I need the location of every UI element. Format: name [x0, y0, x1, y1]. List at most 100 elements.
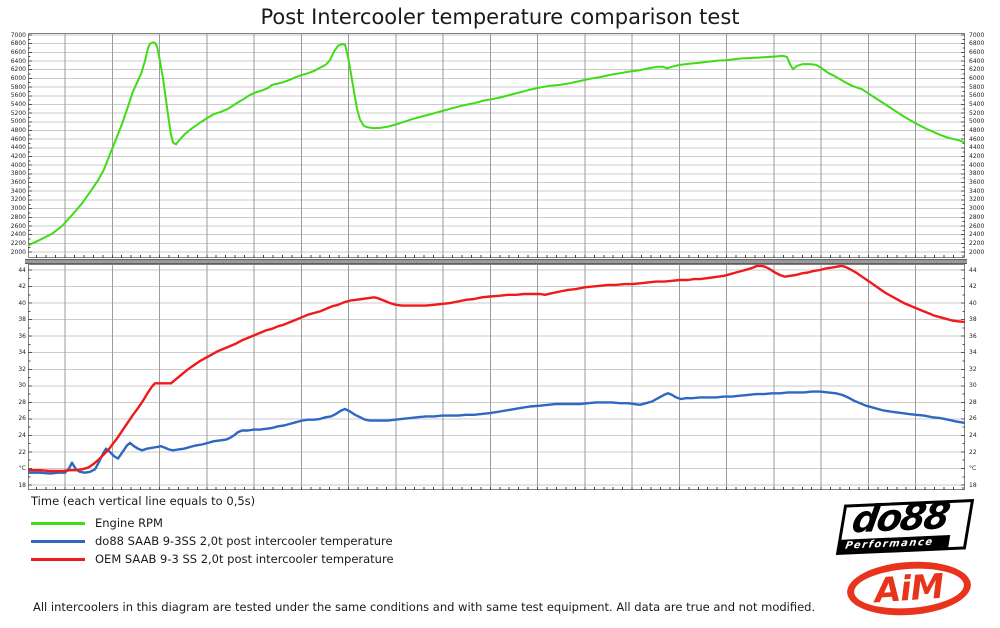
y-tick-label: 4400	[10, 144, 26, 152]
y-tick-label: 2200	[969, 239, 985, 247]
legend-line-green	[31, 521, 85, 525]
y-tick-label: 34	[18, 349, 26, 357]
chart-title: Post Intercooler temperature comparison …	[260, 5, 740, 29]
y-tick-label: 5000	[969, 118, 985, 126]
y-tick-label: 6800	[969, 40, 985, 48]
y-tick-label: 6200	[10, 66, 26, 74]
y-tick-label: 4200	[10, 153, 26, 160]
legend-label: do88 SAAB 9-3SS 2,0t post intercooler te…	[95, 534, 393, 548]
y-tick-label: 44	[969, 266, 977, 274]
y-tick-label: 5600	[969, 92, 985, 100]
y-tick-label: 24	[969, 431, 977, 439]
y-tick-label: 3000	[10, 205, 26, 213]
y-tick-label: °C	[18, 465, 26, 472]
y-tick-label: °C	[969, 465, 977, 472]
y-tick-label: 3200	[10, 196, 26, 204]
aim-logo: AiM	[845, 557, 973, 620]
y-tick-label: 30	[18, 382, 26, 390]
y-tick-label: 3800	[969, 170, 985, 178]
series-oem-saab-9-3-ss-2-0t-post-intercooler-temperature	[28, 264, 965, 473]
legend-item-engine-rpm: Engine RPM	[31, 516, 163, 530]
legend-label: OEM SAAB 9-3 SS 2,0t post intercooler te…	[95, 552, 394, 566]
y-tick-label: 5200	[10, 109, 26, 117]
do88-performance-logo: do88 Performance	[835, 494, 975, 556]
y-tick-label: 4400	[969, 144, 985, 152]
y-tick-label: 6400	[10, 57, 26, 65]
y-tick-label: 28	[969, 398, 977, 406]
y-tick-label: 30	[969, 382, 977, 390]
y-tick-label: 22	[969, 448, 977, 456]
temperature-chart-canvas	[28, 264, 965, 490]
y-tick-label: 18	[969, 481, 977, 489]
y-tick-label: 26	[18, 415, 26, 423]
y-tick-label: 6600	[10, 48, 26, 56]
rpm-chart-canvas	[28, 33, 965, 258]
legend-label: Engine RPM	[95, 516, 163, 530]
legend-line-red	[31, 557, 85, 561]
y-tick-label: 2400	[969, 231, 985, 239]
y-tick-label: 6600	[969, 48, 985, 56]
y-tick-label: 3800	[10, 170, 26, 178]
y-tick-label: 32	[18, 365, 26, 373]
y-tick-label: 40	[18, 299, 26, 307]
y-tick-label: 6400	[969, 57, 985, 65]
y-tick-label: 3200	[969, 196, 985, 204]
rpm-panel	[28, 33, 965, 258]
series-do88-saab-9-3ss-2-0t-post-intercooler-temperature	[28, 390, 965, 475]
y-tick-label: 3400	[10, 187, 26, 195]
y-tick-label: 6000	[10, 74, 26, 82]
y-tick-label: 7000	[969, 31, 985, 39]
aim-logo-text: AiM	[873, 566, 945, 612]
y-tick-label: 2800	[969, 213, 985, 221]
y-tick-label: 4800	[969, 127, 985, 134]
y-tick-label: 42	[18, 283, 26, 291]
y-tick-label: 4600	[969, 135, 985, 143]
y-tick-label: 38	[18, 316, 26, 324]
y-tick-label: 32	[969, 365, 977, 373]
y-tick-label: 4600	[10, 135, 26, 143]
y-tick-label: 5800	[969, 83, 985, 91]
y-tick-label: 24	[18, 431, 26, 439]
footer-disclaimer: All intercoolers in this diagram are tes…	[33, 600, 816, 614]
y-tick-label: 2600	[10, 222, 26, 230]
x-axis-label: Time (each vertical line equals to 0,5s)	[31, 494, 256, 508]
y-tick-label: 2200	[10, 239, 26, 247]
y-tick-label: 38	[969, 316, 977, 324]
y-tick-label: 5800	[10, 83, 26, 91]
y-tick-label: 2400	[10, 231, 26, 239]
y-tick-label: 4000	[969, 161, 985, 169]
panel-separator	[25, 259, 967, 264]
y-tick-label: 7000	[10, 31, 26, 39]
y-tick-label: 2000	[969, 248, 985, 256]
y-tick-label: 5400	[10, 100, 26, 108]
y-tick-label: 2800	[10, 213, 26, 221]
legend-item-do88: do88 SAAB 9-3SS 2,0t post intercooler te…	[31, 534, 393, 548]
do88-logo-text: do88	[849, 493, 952, 542]
legend-line-blue	[31, 539, 85, 543]
y-tick-label: 36	[969, 332, 977, 340]
y-tick-label: 5400	[969, 100, 985, 108]
legend-item-oem: OEM SAAB 9-3 SS 2,0t post intercooler te…	[31, 552, 394, 566]
y-tick-label: 42	[969, 283, 977, 291]
y-tick-label: 6800	[10, 40, 26, 48]
y-tick-label: 26	[969, 415, 977, 423]
y-tick-label: 44	[18, 266, 26, 274]
y-tick-label: 4800	[10, 127, 26, 134]
y-tick-label: 5000	[10, 118, 26, 126]
y-tick-label: 2000	[10, 248, 26, 256]
y-tick-label: 3000	[969, 205, 985, 213]
y-tick-label: 36	[18, 332, 26, 340]
y-tick-label: 4200	[969, 153, 985, 160]
y-tick-label: 6200	[969, 66, 985, 74]
y-tick-label: 3600	[969, 179, 985, 187]
y-tick-label: 22	[18, 448, 26, 456]
y-tick-label: 40	[969, 299, 977, 307]
y-tick-label: 4000	[10, 161, 26, 169]
y-tick-label: 5600	[10, 92, 26, 100]
temperature-panel	[28, 264, 965, 490]
y-tick-label: 5200	[969, 109, 985, 117]
y-tick-label: 34	[969, 349, 977, 357]
y-tick-label: 2600	[969, 222, 985, 230]
y-tick-label: 28	[18, 398, 26, 406]
